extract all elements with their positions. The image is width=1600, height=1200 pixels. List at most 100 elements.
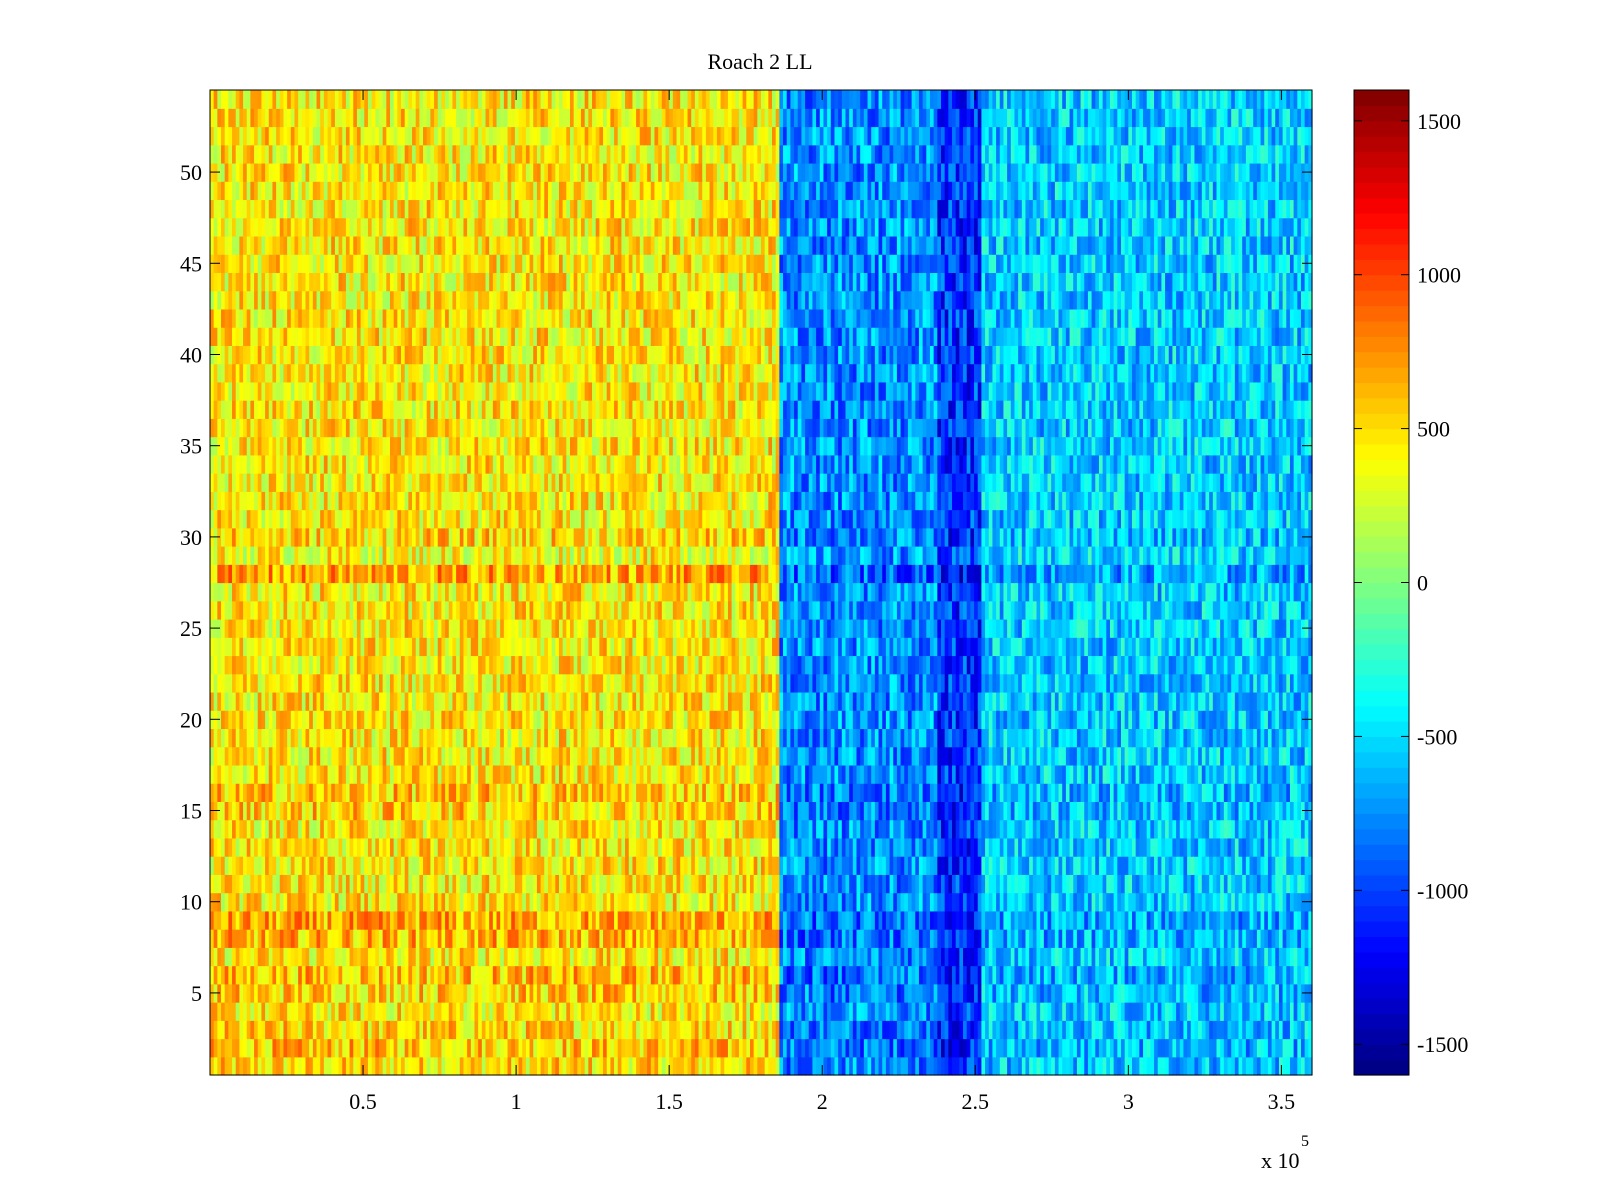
heat-cell [1194,856,1199,875]
heat-cell [915,856,920,875]
heat-cell [977,983,982,1003]
heat-cell [896,983,902,1003]
heat-cell [643,1020,648,1040]
heat-cell [705,874,711,894]
heat-cell [1183,1038,1188,1058]
heat-cell [1150,1056,1155,1076]
heat-cell [933,1056,938,1076]
heat-cell [595,1056,600,1076]
heat-cell [478,1056,483,1076]
heat-cell [911,892,916,912]
heat-cell [518,983,523,1003]
heat-cell [474,983,479,1003]
heat-cell [404,874,409,894]
heat-cell [794,819,799,839]
heat-cell [298,837,303,857]
heat-cell [287,1038,292,1058]
heat-cell [1117,1020,1122,1040]
heat-cell [647,819,652,839]
heat-cell [764,801,769,821]
heat-cell [540,856,545,875]
heat-cell [441,1002,446,1021]
heat-cell [558,837,564,857]
heat-cell [1256,1056,1262,1076]
heat-cell [966,1056,971,1076]
heat-cell [735,947,740,967]
heat-cell [871,874,876,894]
heat-cell [525,874,531,894]
heat-cell [441,965,446,985]
heat-cell [423,874,428,894]
heat-cell [1165,1020,1170,1040]
heat-cell [1091,874,1096,894]
heat-cell [1069,1038,1074,1058]
heat-cell [823,910,828,930]
heat-cell [794,801,799,821]
heat-cell [1300,856,1306,875]
heat-cell [639,801,645,821]
heat-cell [1128,819,1133,839]
heat-cell [698,947,703,967]
heat-cell [1102,1002,1107,1021]
heat-cell [1047,910,1052,930]
heat-cell [603,783,608,802]
heat-cell [507,892,512,912]
heat-cell [929,1020,935,1040]
heat-cell [599,819,604,839]
heat-cell [463,783,468,802]
heat-cell [1025,892,1030,912]
heat-cell [555,983,560,1003]
heat-cell [669,764,674,784]
heat-cell [985,929,990,948]
heat-cell [738,783,744,802]
heat-cell [772,1002,777,1021]
heat-cell [514,983,520,1003]
heat-cell [1007,801,1012,821]
heat-cell [1047,1056,1052,1076]
heat-cell [1264,819,1269,839]
heat-cell [669,965,674,985]
heat-cell [470,892,476,912]
heat-cell [283,1038,288,1058]
heat-cell [320,874,325,894]
heat-cell [683,965,689,985]
heat-cell [827,910,832,930]
heat-cell [1080,819,1085,839]
heat-cell [871,1002,876,1021]
heat-cell [279,1056,285,1076]
heat-cell [1231,783,1236,802]
heat-cell [893,965,898,985]
heat-cell [966,910,971,930]
heat-cell [1289,910,1295,930]
heat-cell [1234,801,1240,821]
heat-cell [963,947,968,967]
heat-cell [797,1020,802,1040]
heat-cell [496,1020,501,1040]
heat-cell [860,1056,865,1076]
heat-cell [1300,1056,1306,1076]
heat-cell [764,1002,769,1021]
heat-cell [485,801,490,821]
heat-cell [1014,910,1019,930]
heat-cell [779,856,784,875]
heat-cell [937,837,942,857]
heat-cell [926,910,931,930]
heat-cell [794,1056,799,1076]
heat-cell [970,837,975,857]
heat-cell [1054,929,1060,948]
heat-cell [213,819,218,839]
heat-cell [911,910,916,930]
heat-cell [845,892,850,912]
heat-cell [566,1038,571,1058]
heat-cell [1223,983,1229,1003]
heat-cell [415,874,420,894]
heat-cell [988,1038,994,1058]
heat-cell [456,856,461,875]
heat-cell [1238,801,1243,821]
heat-cell [992,837,997,857]
heat-cell [1047,837,1052,857]
heat-cell [727,783,733,802]
heat-cell [1040,910,1045,930]
heat-cell [1095,1020,1100,1040]
heat-cell [974,983,979,1003]
